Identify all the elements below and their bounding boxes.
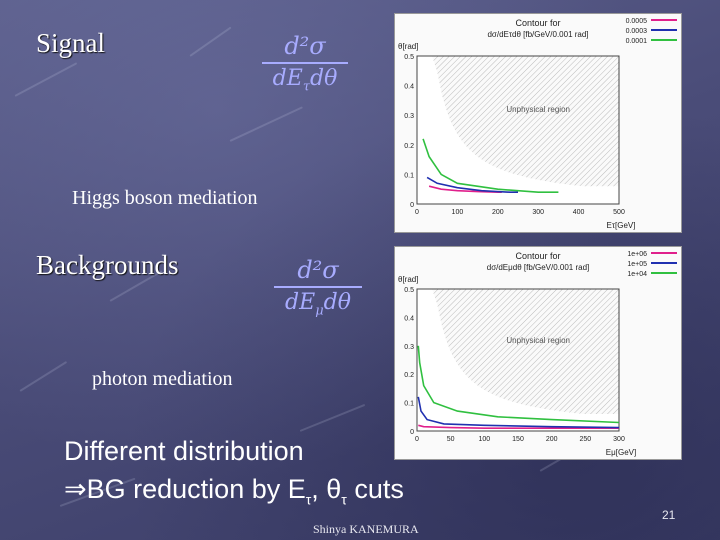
contour-line-0.0003 xyxy=(426,176,518,193)
author-footer: Shinya KANEMURA xyxy=(313,522,419,536)
fraction-bar xyxy=(274,286,362,288)
x-tick-label: 300 xyxy=(532,209,544,216)
chart-title: Contour for xyxy=(515,251,560,261)
x-tick-label: 150 xyxy=(512,436,524,443)
x-tick-label: 500 xyxy=(613,209,625,216)
x-tick-label: 250 xyxy=(579,436,591,443)
fraction-bar xyxy=(262,62,348,64)
contour-line-1e+06 xyxy=(418,424,619,429)
photon-caption: photon mediation xyxy=(92,368,233,390)
signal-formula-denominator: dEτdθ xyxy=(272,66,338,95)
x-tick-label: 100 xyxy=(452,209,464,216)
background-contour-plot: Contour for dσ/dEμdθ [fb/GeV/0.001 rad] θ[… xyxy=(394,246,682,460)
y-tick-label: 0.4 xyxy=(404,315,414,322)
legend-label: 1e+05 xyxy=(627,261,647,268)
x-axis-label: Eμ[GeV] xyxy=(606,448,636,457)
plot-frame xyxy=(416,288,620,432)
signal-contour-plot: Contour for dσ/dEτdθ [fb/GeV/0.001 rad] θ[… xyxy=(394,13,682,233)
y-tick-label: 0.3 xyxy=(404,113,414,120)
contour-line-0.0001 xyxy=(422,138,559,193)
background-formula-numerator: d²σ xyxy=(297,256,339,284)
y-tick-label: 0.2 xyxy=(404,143,414,150)
y-axis-label: θ[rad] xyxy=(398,275,418,284)
legend-label: 0.0003 xyxy=(626,28,648,35)
backgrounds-label: Backgrounds xyxy=(36,250,179,280)
y-tick-label: 0.4 xyxy=(404,84,414,91)
x-tick-label: 300 xyxy=(613,436,625,443)
physical-region xyxy=(417,56,619,204)
legend-label: 1e+04 xyxy=(627,271,647,278)
summary-line-1: Different distribution xyxy=(64,436,304,466)
higgs-caption: Higgs boson mediation xyxy=(72,187,258,209)
signal-formula-numerator: d²σ xyxy=(284,32,326,60)
x-tick-label: 0 xyxy=(415,436,419,443)
x-axis-label: Eτ[GeV] xyxy=(607,221,636,230)
summary-line-2: ⇒BG reduction by Eτ, θτ cuts xyxy=(64,474,404,508)
x-tick-label: 50 xyxy=(447,436,455,443)
x-tick-label: 0 xyxy=(415,209,419,216)
chart-title: Contour for xyxy=(515,18,560,28)
background-streak xyxy=(299,403,366,432)
page-number: 21 xyxy=(662,508,676,522)
x-tick-label: 200 xyxy=(492,209,504,216)
background-formula: d²σ dEμdθ xyxy=(274,256,362,324)
background-streak xyxy=(19,361,68,392)
y-tick-label: 0.3 xyxy=(404,344,414,351)
physical-region xyxy=(417,289,619,431)
legend-label: 1e+06 xyxy=(627,251,647,258)
legend-label: 0.0001 xyxy=(626,38,648,45)
y-tick-label: 0 xyxy=(410,429,414,436)
legend-label: 0.0005 xyxy=(626,18,648,25)
y-tick-label: 0.2 xyxy=(404,372,414,379)
y-tick-label: 0.1 xyxy=(404,172,414,179)
unphysical-region-label: Unphysical region xyxy=(506,105,570,114)
x-tick-label: 100 xyxy=(478,436,490,443)
x-tick-label: 200 xyxy=(546,436,558,443)
x-tick-label: 400 xyxy=(573,209,585,216)
background-streak xyxy=(14,62,78,97)
y-tick-label: 0.5 xyxy=(404,287,414,294)
y-tick-label: 0.5 xyxy=(404,54,414,61)
contour-line-1e+05 xyxy=(417,396,620,429)
background-streak xyxy=(229,106,303,142)
chart-subtitle: dσ/dEτdθ [fb/GeV/0.001 rad] xyxy=(487,30,588,39)
plot-frame xyxy=(416,55,620,205)
signal-label: Signal xyxy=(36,28,106,58)
contour-line-1e+04 xyxy=(417,345,620,424)
signal-formula: d²σ dEτdθ xyxy=(262,32,348,100)
y-tick-label: 0.1 xyxy=(404,401,414,408)
summary-text: Different distribution ⇒BG reduction by … xyxy=(64,432,404,518)
chart-subtitle: dσ/dEμdθ [fb/GeV/0.001 rad] xyxy=(487,263,590,272)
y-axis-label: θ[rad] xyxy=(398,42,418,51)
y-tick-label: 0 xyxy=(410,202,414,209)
background-formula-denominator: dEμdθ xyxy=(285,290,351,319)
background-streak xyxy=(189,26,232,57)
unphysical-region-label: Unphysical region xyxy=(506,336,570,345)
